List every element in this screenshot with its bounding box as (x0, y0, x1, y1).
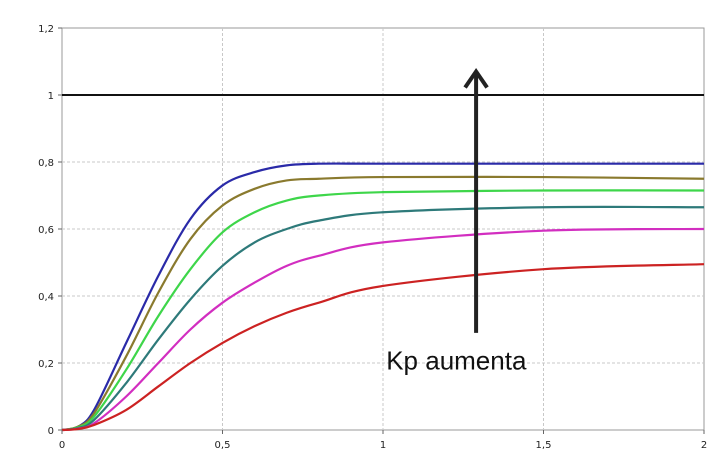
x-axis-ticks: 0 0,5 1 1,5 2 (59, 430, 707, 451)
y-tick-label: 0,6 (38, 225, 54, 236)
series-line-5 (61, 227, 705, 432)
y-axis-ticks: 0 0,2 0,4 0,6 0,8 1 1,2 (38, 24, 62, 437)
annotation-label: Kp aumenta (386, 346, 527, 376)
annotation: Kp aumenta (386, 68, 527, 376)
x-tick-label: 0 (59, 440, 65, 451)
series-line-3 (61, 189, 705, 432)
y-tick-label: 0,2 (38, 359, 54, 370)
series-line-4 (61, 205, 705, 432)
series-line-1 (61, 162, 704, 432)
x-tick-label: 0,5 (215, 440, 231, 451)
series-line-2 (61, 175, 705, 432)
y-tick-label: 1,2 (38, 24, 54, 35)
series-lines (61, 162, 705, 432)
y-tick-label: 0,8 (38, 158, 54, 169)
x-tick-label: 2 (701, 440, 707, 451)
y-tick-label: 1 (48, 91, 54, 102)
x-tick-label: 1,5 (536, 440, 552, 451)
y-tick-label: 0,4 (38, 292, 54, 303)
series-line-6 (61, 263, 705, 432)
arrow-head (463, 68, 489, 89)
y-tick-label: 0 (48, 426, 54, 437)
x-tick-label: 1 (380, 440, 386, 451)
